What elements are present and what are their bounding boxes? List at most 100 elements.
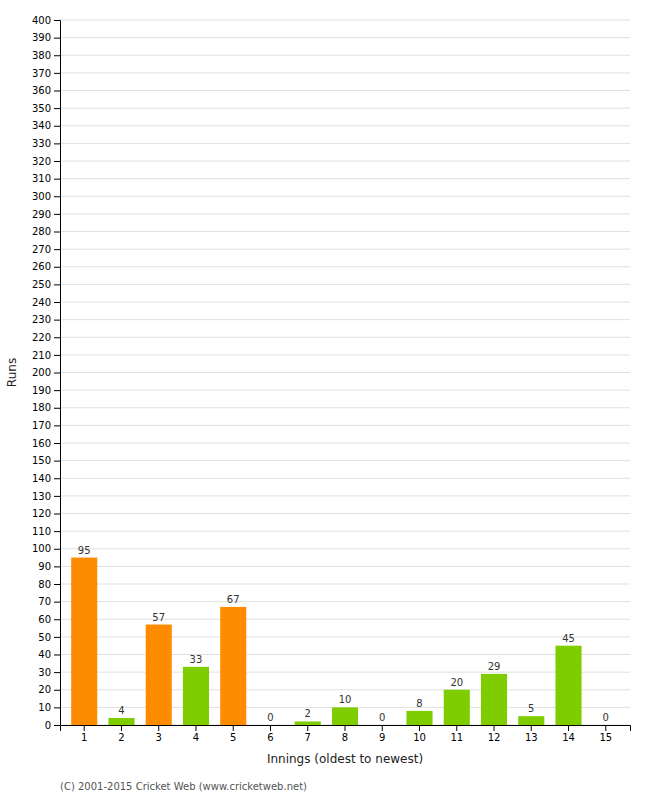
tick: 13: [525, 725, 538, 743]
tick: 9: [379, 725, 385, 743]
tick: 5: [230, 725, 236, 743]
grid-line: [60, 125, 630, 126]
tick-label: 70: [38, 596, 51, 607]
tick-label: 390: [32, 32, 51, 43]
tick-mark: [345, 725, 346, 731]
annotation: (C) 2001-2015 Cricket Web (www.cricketwe…: [60, 781, 307, 792]
grid-line: [60, 689, 630, 690]
tick-mark: [54, 355, 60, 356]
tick-label: 10: [413, 732, 426, 743]
tick-label: 150: [32, 455, 51, 466]
tick-mark: [54, 267, 60, 268]
tick-mark: [54, 390, 60, 391]
tick-mark: [54, 584, 60, 585]
data-label: 10: [339, 694, 352, 705]
tick-mark: [54, 73, 60, 74]
tick-label: 280: [32, 226, 51, 237]
tick-mark: [54, 55, 60, 56]
tick-label: 40: [38, 649, 51, 660]
tick: 340: [32, 120, 60, 131]
tick-mark: [54, 655, 60, 656]
tick-mark: [54, 214, 60, 215]
tick: 3: [156, 725, 162, 743]
grid-line: [60, 566, 630, 567]
tick-label: 320: [32, 156, 51, 167]
bars: [71, 558, 581, 725]
tick-mark: [54, 161, 60, 162]
tick: 270: [32, 244, 60, 255]
tick-mark: [54, 725, 60, 726]
grid-line: [60, 319, 630, 320]
tick-label: 3: [156, 732, 162, 743]
tick-label: 50: [38, 632, 51, 643]
tick: 350: [32, 103, 60, 114]
tick-mark: [54, 91, 60, 92]
tick: 110: [32, 526, 60, 537]
tick-label: 4: [193, 732, 199, 743]
tick-label: 100: [32, 543, 51, 554]
tick-mark: [54, 20, 60, 21]
data-label: 45: [562, 633, 575, 644]
tick-mark: [54, 284, 60, 285]
grid-line: [60, 619, 630, 620]
tick-label: 6: [267, 732, 273, 743]
grid-line: [60, 443, 630, 444]
tick-mark: [54, 478, 60, 479]
bar: [481, 674, 507, 725]
tick-label: 90: [38, 561, 51, 572]
tick-mark: [54, 108, 60, 109]
tick-label: 220: [32, 332, 51, 343]
data-label: 29: [488, 661, 501, 672]
axis-line: [61, 726, 631, 732]
tick: 2: [118, 725, 124, 743]
chart: 9545733670210082029545001020304050607080…: [0, 0, 650, 800]
grid-line: [60, 478, 630, 479]
bar: [593, 725, 619, 726]
grid-line: [60, 531, 630, 532]
tick-mark: [419, 725, 420, 731]
tick-mark: [233, 725, 234, 731]
tick-label: 250: [32, 279, 51, 290]
data-label: 57: [152, 612, 165, 623]
grid-line: [60, 372, 630, 373]
tick-label: 330: [32, 138, 51, 149]
grid-line: [60, 425, 630, 426]
tick: 120: [32, 508, 60, 519]
tick: 170: [32, 420, 60, 431]
tick: 30: [38, 667, 60, 678]
tick-mark: [54, 619, 60, 620]
data-label: 4: [118, 705, 124, 716]
tick: 4: [193, 725, 199, 743]
grid-line: [60, 178, 630, 179]
grid-line: [60, 284, 630, 285]
tick-label: 130: [32, 491, 51, 502]
tick-mark: [54, 408, 60, 409]
tick: 390: [32, 32, 60, 43]
tick-label: 9: [379, 732, 385, 743]
data-labels: 95457336702100820295450: [78, 545, 609, 723]
tick: 1: [81, 725, 87, 743]
bar: [71, 558, 97, 725]
tick-label: 190: [32, 385, 51, 396]
tick: 320: [32, 156, 60, 167]
grid-line: [60, 90, 630, 91]
tick: 360: [32, 85, 60, 96]
tick-mark: [54, 531, 60, 532]
tick-mark: [54, 443, 60, 444]
tick-label: 210: [32, 350, 51, 361]
grid-line: [60, 354, 630, 355]
tick: 12: [488, 725, 501, 743]
bar: [183, 667, 209, 725]
tick-mark: [54, 179, 60, 180]
tick-label: 80: [38, 579, 51, 590]
tick: 290: [32, 209, 60, 220]
grid-line: [60, 143, 630, 144]
grid-line: [60, 636, 630, 637]
tick: 10: [38, 702, 60, 713]
tick: 14: [562, 725, 575, 743]
tick-label: 120: [32, 508, 51, 519]
tick: 50: [38, 632, 60, 643]
tick-mark: [307, 725, 308, 731]
tick-mark: [54, 637, 60, 638]
data-label: 0: [379, 712, 385, 723]
